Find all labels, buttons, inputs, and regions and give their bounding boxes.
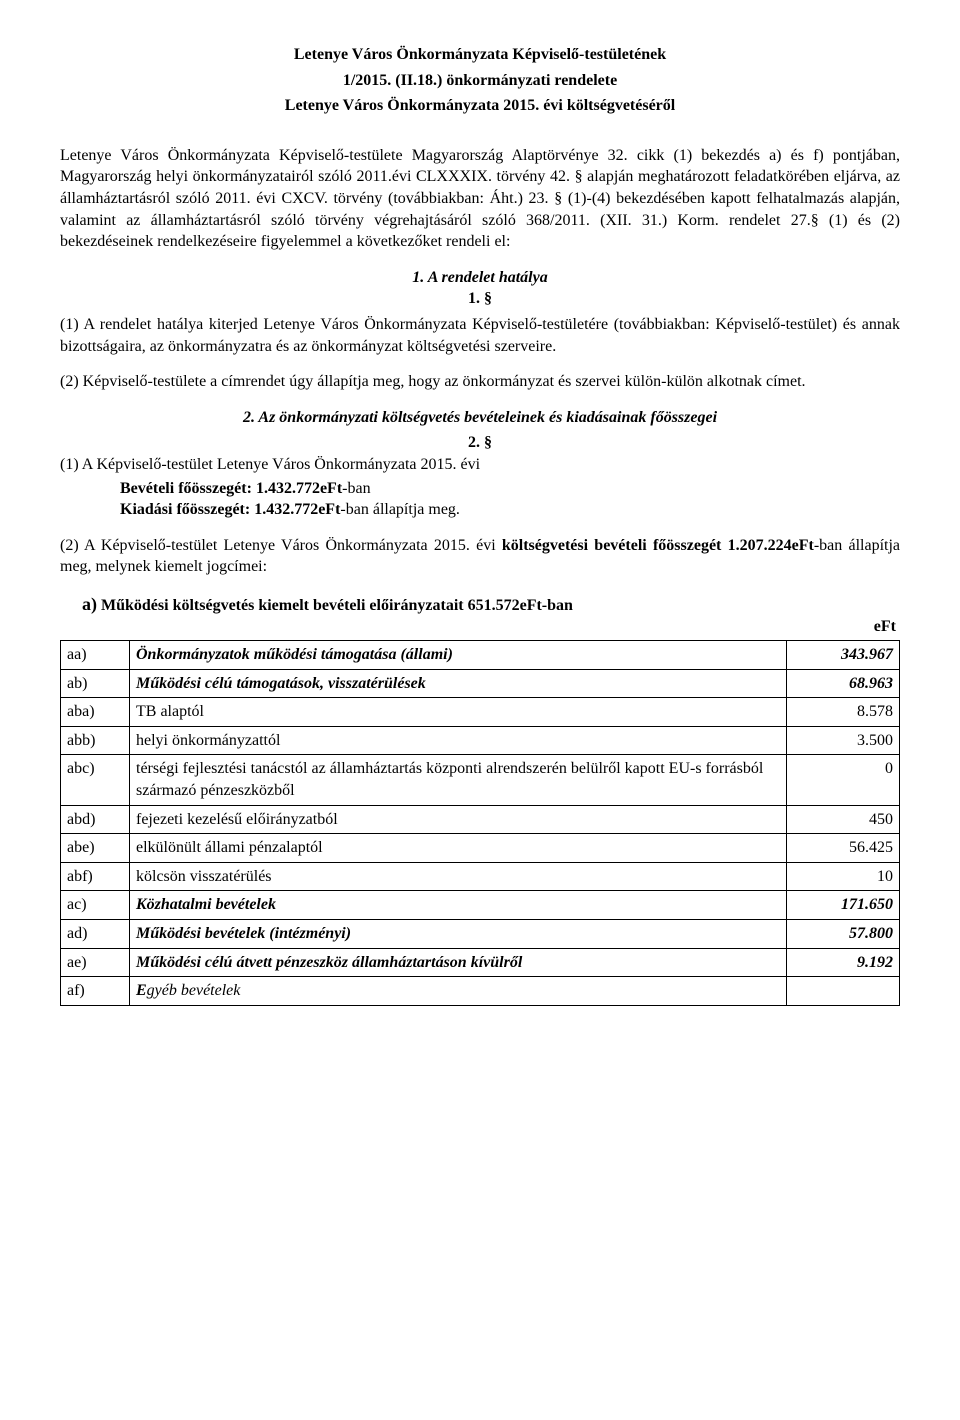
row-label: elkülönült állami pénzalaptól: [130, 834, 787, 863]
unit-label: eFt: [60, 616, 896, 638]
row-code: abd): [61, 805, 130, 834]
table-row: af)Egyéb bevételek: [61, 977, 900, 1006]
row-value: 57.800: [787, 920, 900, 949]
row-label: Közhatalmi bevételek: [130, 891, 787, 920]
row-value: [787, 977, 900, 1006]
row-label: fejezeti kezelésű előirányzatból: [130, 805, 787, 834]
revenue-total-suffix: -ban: [342, 480, 370, 497]
row-value: 10: [787, 862, 900, 891]
item-a-text: Működési költségvetés kiemelt bevételi e…: [101, 597, 573, 614]
row-value: 56.425: [787, 834, 900, 863]
table-row: aba)TB alaptól8.578: [61, 698, 900, 727]
row-label: Működési célú átvett pénzeszköz államház…: [130, 948, 787, 977]
header-line-1: Letenye Város Önkormányzata Képviselő-te…: [60, 44, 900, 66]
table-row: abd)fejezeti kezelésű előirányzatból450: [61, 805, 900, 834]
section-1-p1: (1) A rendelet hatálya kiterjed Letenye …: [60, 314, 900, 357]
row-code: af): [61, 977, 130, 1006]
table-row: abf)kölcsön visszatérülés10: [61, 862, 900, 891]
section-1-number: 1. §: [468, 290, 492, 307]
table-row: abb)helyi önkormányzattól3.500: [61, 726, 900, 755]
row-value: 9.192: [787, 948, 900, 977]
row-value: 68.963: [787, 669, 900, 698]
header-line-3: Letenye Város Önkormányzata 2015. évi kö…: [60, 95, 900, 117]
row-value: 3.500: [787, 726, 900, 755]
row-code: aba): [61, 698, 130, 727]
row-label: Önkormányzatok működési támogatása (álla…: [130, 641, 787, 670]
row-label: Egyéb bevételek: [130, 977, 787, 1006]
row-label: TB alaptól: [130, 698, 787, 727]
section-1-p2: (2) Képviselő-testülete a címrendet úgy …: [60, 371, 900, 393]
row-label: helyi önkormányzattól: [130, 726, 787, 755]
row-value: 0: [787, 755, 900, 805]
section-2-p2: (2) A Képviselő-testület Letenye Város Ö…: [60, 535, 900, 578]
item-a-prefix: a): [82, 594, 97, 614]
row-value: 8.578: [787, 698, 900, 727]
row-label: Működési bevételek (intézményi): [130, 920, 787, 949]
row-value: 171.650: [787, 891, 900, 920]
table-row: ac)Közhatalmi bevételek171.650: [61, 891, 900, 920]
row-code: abf): [61, 862, 130, 891]
row-code: abb): [61, 726, 130, 755]
section-1-heading-text: 1. A rendelet hatálya: [412, 269, 547, 286]
row-code: aa): [61, 641, 130, 670]
section-2-heading: 2. Az önkormányzati költségvetés bevétel…: [60, 407, 900, 429]
preamble-paragraph: Letenye Város Önkormányzata Képviselő-te…: [60, 145, 900, 253]
table-row: ad)Működési bevételek (intézményi)57.800: [61, 920, 900, 949]
row-code: abc): [61, 755, 130, 805]
row-value: 343.967: [787, 641, 900, 670]
header-line-2: 1/2015. (II.18.) önkormányzati rendelete: [60, 70, 900, 92]
row-label: Működési célú támogatások, visszatérülés…: [130, 669, 787, 698]
row-code: abe): [61, 834, 130, 863]
section-2-p2-b: költségvetési bevételi főösszegét 1.207.…: [502, 537, 814, 554]
row-code: ae): [61, 948, 130, 977]
item-a-line: a) Működési költségvetés kiemelt bevétel…: [82, 592, 900, 617]
row-value: 450: [787, 805, 900, 834]
expenditure-total-label: Kiadási főösszegét: 1.432.772eFt: [120, 501, 340, 518]
section-2-heading-text: 2. Az önkormányzati költségvetés bevétel…: [243, 409, 717, 426]
row-code: ab): [61, 669, 130, 698]
revenue-total-label: Bevételi főösszegét: 1.432.772eFt: [120, 480, 342, 497]
section-2-number: 2. §: [60, 432, 900, 454]
expenditure-total-suffix: -ban állapítja meg.: [340, 501, 460, 518]
table-row: abe)elkülönült állami pénzalaptól56.425: [61, 834, 900, 863]
row-code: ad): [61, 920, 130, 949]
expenditure-total-line: Kiadási főösszegét: 1.432.772eFt-ban áll…: [120, 499, 900, 521]
row-label: kölcsön visszatérülés: [130, 862, 787, 891]
table-row: abc)térségi fejlesztési tanácstól az áll…: [61, 755, 900, 805]
row-code: ac): [61, 891, 130, 920]
section-2-p1-lead: (1) A Képviselő-testület Letenye Város Ö…: [60, 454, 900, 476]
revenue-table: aa)Önkormányzatok működési támogatása (á…: [60, 640, 900, 1006]
section-2-p2-a: (2) A Képviselő-testület Letenye Város Ö…: [60, 537, 502, 554]
revenue-total-line: Bevételi főösszegét: 1.432.772eFt-ban: [120, 478, 900, 500]
section-1-heading: 1. A rendelet hatálya 1. §: [60, 267, 900, 310]
row-label: térségi fejlesztési tanácstól az államhá…: [130, 755, 787, 805]
table-row: ab)Működési célú támogatások, visszatérü…: [61, 669, 900, 698]
document-header: Letenye Város Önkormányzata Képviselő-te…: [60, 44, 900, 117]
table-row: ae)Működési célú átvett pénzeszköz állam…: [61, 948, 900, 977]
table-row: aa)Önkormányzatok működési támogatása (á…: [61, 641, 900, 670]
